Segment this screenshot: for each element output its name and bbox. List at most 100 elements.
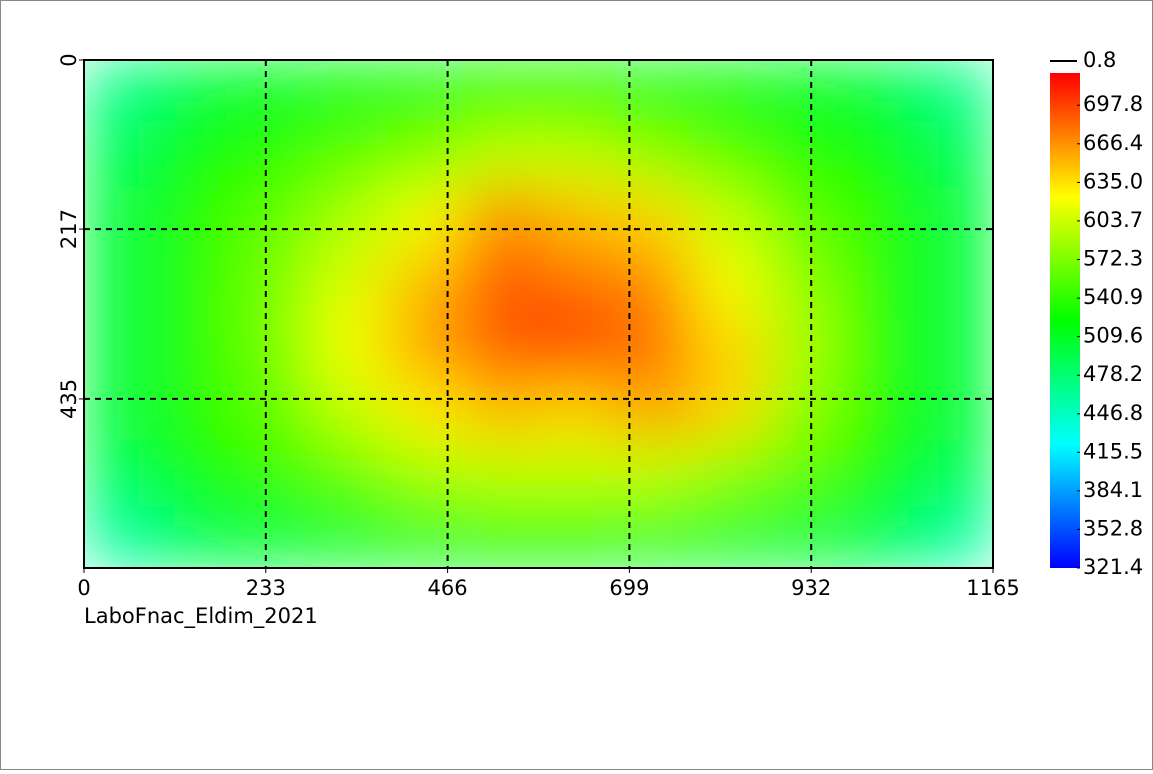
y-tick-label: 0	[57, 53, 81, 66]
colorbar-tick-label: 415.5	[1083, 439, 1143, 463]
heat-cell	[159, 60, 236, 124]
heat-cell	[311, 187, 388, 251]
colorbar-tick-label: 446.8	[1083, 401, 1143, 425]
heat-cell	[765, 377, 842, 442]
colorbar-tick-label: 478.2	[1083, 362, 1143, 386]
heat-cell	[690, 123, 767, 188]
heat-cell	[765, 187, 842, 251]
heat-cell	[311, 250, 388, 315]
heat-cell	[917, 377, 993, 442]
heat-cell	[690, 314, 767, 378]
heat-cell	[614, 504, 691, 568]
heat-cell	[538, 250, 615, 315]
colorbar-tick-label: 509.6	[1083, 324, 1143, 348]
heat-cell	[235, 314, 312, 378]
heat-cell	[462, 314, 539, 378]
heat-cell	[841, 441, 918, 505]
heat-cell	[538, 123, 615, 188]
x-tick-label: 699	[609, 576, 649, 600]
heat-cell	[917, 60, 993, 124]
heat-cell	[311, 314, 388, 378]
heat-cell	[841, 314, 918, 378]
heat-cell	[84, 123, 161, 188]
y-tick-label: 435	[57, 379, 81, 419]
colorbar-tick-label: 666.4	[1083, 131, 1143, 155]
heat-cell	[462, 187, 539, 251]
x-tick-label: 233	[246, 576, 286, 600]
heat-cell	[387, 377, 464, 442]
heat-cell	[311, 504, 388, 568]
heat-cell	[917, 441, 993, 505]
heat-cell	[690, 60, 767, 124]
heat-cell	[462, 123, 539, 188]
heat-cell	[159, 250, 236, 315]
heat-cell	[387, 123, 464, 188]
colorbar-tick-label: 697.8	[1083, 92, 1143, 116]
x-tick-label: 932	[791, 576, 831, 600]
heat-cell	[690, 441, 767, 505]
heat-cell	[765, 504, 842, 568]
heat-cell	[917, 250, 993, 315]
heat-cell	[84, 60, 161, 124]
heat-cell	[387, 441, 464, 505]
heat-cell	[462, 377, 539, 442]
heat-cell	[311, 123, 388, 188]
heat-cell	[917, 187, 993, 251]
heat-cell	[765, 441, 842, 505]
heat-cell	[841, 504, 918, 568]
colorbar-tick-label: 352.8	[1083, 516, 1143, 540]
heat-cell	[841, 250, 918, 315]
heat-cell	[387, 60, 464, 124]
heat-cell	[614, 441, 691, 505]
heat-cell	[159, 504, 236, 568]
colorbar-max-label: 0.8	[1083, 48, 1116, 72]
heat-cell	[159, 377, 236, 442]
heat-cell	[159, 441, 236, 505]
heat-cell	[311, 441, 388, 505]
heat-cell	[841, 377, 918, 442]
heat-cell	[462, 441, 539, 505]
y-tick-label: 217	[57, 209, 81, 249]
heat-cell	[841, 60, 918, 124]
heat-cell	[917, 123, 993, 188]
heatmap	[84, 60, 993, 568]
heat-cell	[235, 250, 312, 315]
x-tick-label: 466	[428, 576, 468, 600]
heat-cell	[462, 60, 539, 124]
colorbar-tick-label: 635.0	[1083, 169, 1143, 193]
caption: LaboFnac_Eldim_2021	[84, 604, 318, 629]
heat-cell	[462, 504, 539, 568]
heat-cell	[235, 187, 312, 251]
colorbar-tick-label: 540.9	[1083, 285, 1143, 309]
heat-cell	[765, 250, 842, 315]
heat-cell	[690, 504, 767, 568]
heat-cell	[841, 123, 918, 188]
heat-cell	[538, 314, 615, 378]
heat-cell	[235, 377, 312, 442]
heat-cell	[765, 123, 842, 188]
heat-cell	[614, 60, 691, 124]
heat-cell	[311, 60, 388, 124]
heat-cell	[387, 250, 464, 315]
heat-cell	[841, 187, 918, 251]
heat-cell	[538, 60, 615, 124]
heat-cell	[84, 504, 161, 568]
heat-cell	[538, 504, 615, 568]
heat-cell	[159, 314, 236, 378]
heat-cell	[765, 314, 842, 378]
heat-cell	[84, 187, 161, 251]
heat-cell	[159, 123, 236, 188]
heat-cell	[538, 441, 615, 505]
heat-cell	[614, 250, 691, 315]
heat-cell	[159, 187, 236, 251]
heat-cell	[235, 60, 312, 124]
heat-cell	[311, 377, 388, 442]
x-tick-label: 0	[77, 576, 90, 600]
heat-cell	[917, 314, 993, 378]
colorbar-tick-label: 603.7	[1083, 208, 1143, 232]
heat-cell	[84, 250, 161, 315]
x-tick-label: 1165	[966, 576, 1019, 600]
heat-cell	[538, 377, 615, 442]
heat-cell	[614, 123, 691, 188]
